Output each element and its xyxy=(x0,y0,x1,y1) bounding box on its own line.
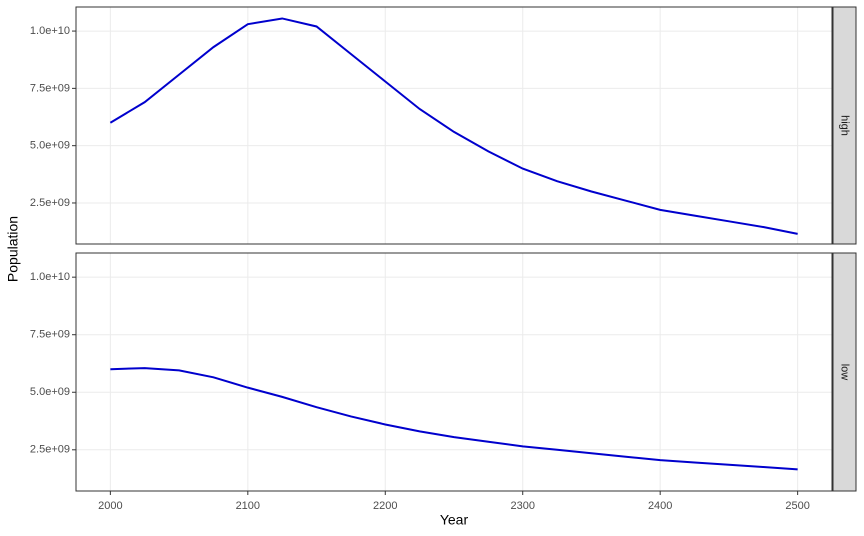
y-tick-label: 1.0e+10 xyxy=(30,25,70,37)
x-tick-label: 2500 xyxy=(785,500,809,512)
x-axis-title: Year xyxy=(440,512,469,528)
y-tick-label: 2.5e+09 xyxy=(30,197,70,209)
y-tick-label: 2.5e+09 xyxy=(30,444,70,456)
x-tick-label: 2300 xyxy=(510,500,534,512)
facet-label: low xyxy=(839,364,851,381)
y-tick-label: 5.0e+09 xyxy=(30,386,70,398)
panel-border xyxy=(75,252,833,492)
series-line xyxy=(109,17,798,235)
series-line xyxy=(110,367,798,471)
panel-background xyxy=(76,7,832,244)
y-axis-title: Population xyxy=(5,216,21,282)
y-tick-label: 1.0e+10 xyxy=(30,271,70,283)
panel-background xyxy=(76,253,832,491)
x-tick-label: 2400 xyxy=(648,500,672,512)
x-tick-label: 2000 xyxy=(98,500,122,512)
y-tick-label: 5.0e+09 xyxy=(30,140,70,152)
x-tick-label: 2200 xyxy=(373,500,397,512)
facet-label: high xyxy=(839,115,851,136)
facet-strip xyxy=(832,252,857,492)
y-tick-label: 7.5e+09 xyxy=(30,329,70,341)
y-tick-label: 7.5e+09 xyxy=(30,82,70,94)
facet-strip xyxy=(832,6,857,245)
panel-border xyxy=(75,6,833,245)
x-tick-label: 2100 xyxy=(236,500,260,512)
